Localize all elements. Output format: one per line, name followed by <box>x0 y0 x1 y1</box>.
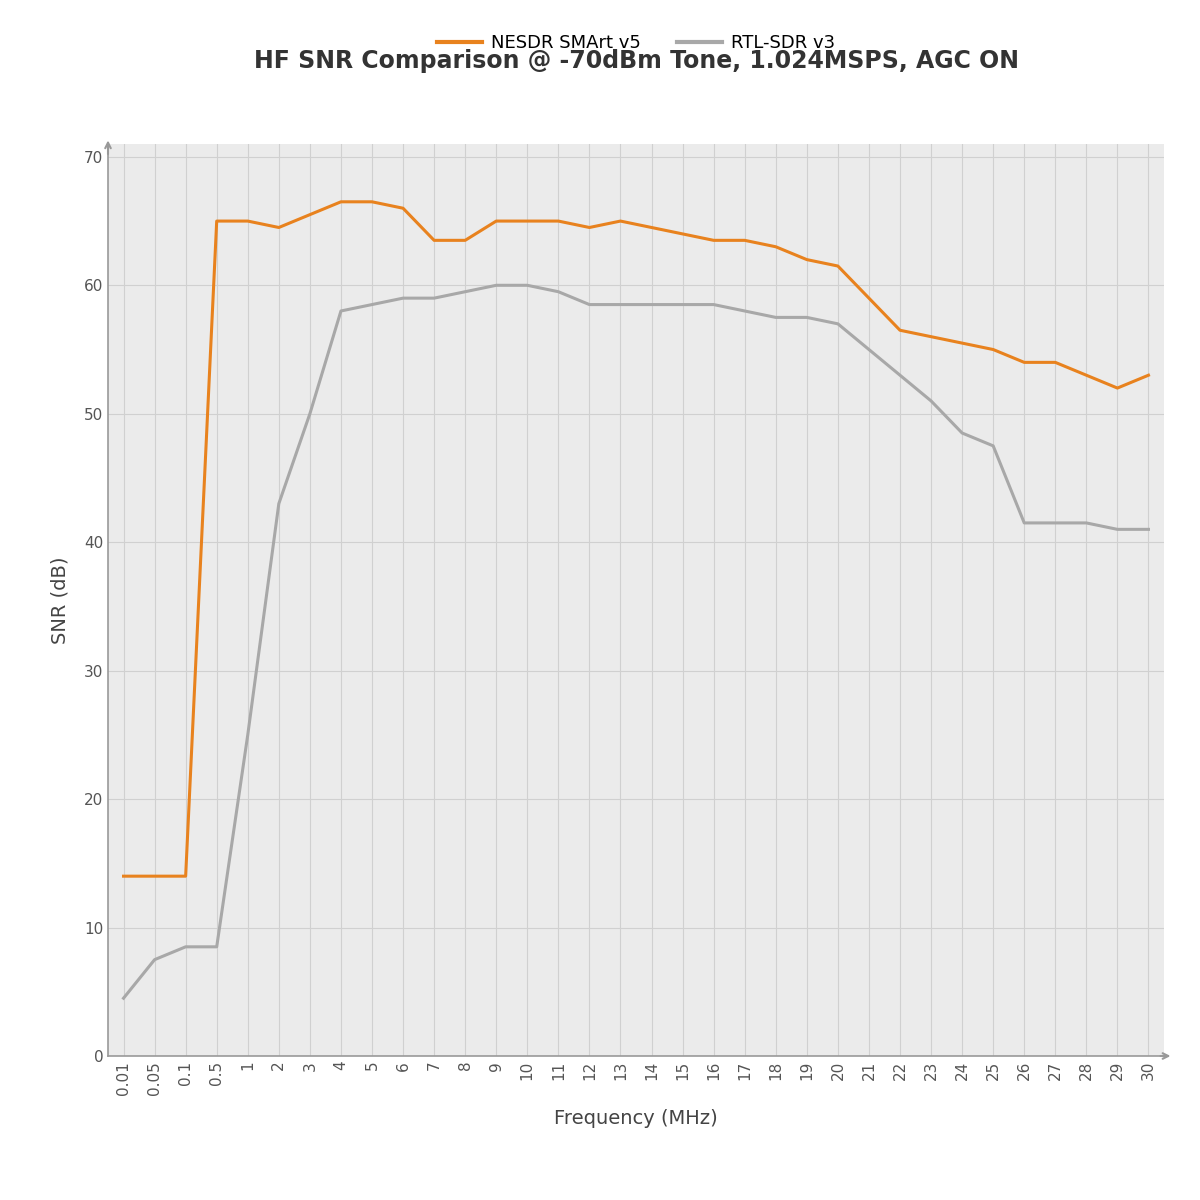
Y-axis label: SNR (dB): SNR (dB) <box>50 557 70 643</box>
Title: HF SNR Comparison @ -70dBm Tone, 1.024MSPS, AGC ON: HF SNR Comparison @ -70dBm Tone, 1.024MS… <box>253 49 1019 73</box>
Legend: NESDR SMArt v5, RTL-SDR v3: NESDR SMArt v5, RTL-SDR v3 <box>437 35 835 53</box>
X-axis label: Frequency (MHz): Frequency (MHz) <box>554 1109 718 1128</box>
